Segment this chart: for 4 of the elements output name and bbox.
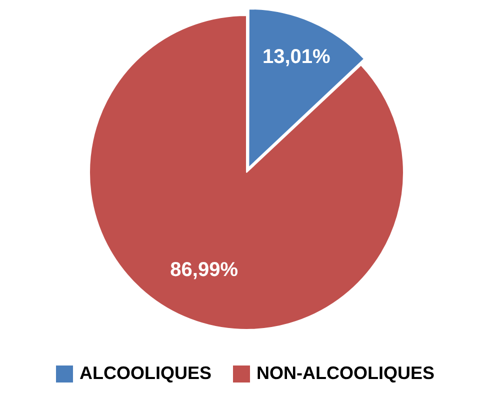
legend-label: NON-ALCOOLIQUES [256, 362, 435, 383]
data-label: 86,99% [170, 258, 238, 281]
legend-label: ALCOOLIQUES [80, 362, 212, 383]
data-label: 13,01% [262, 46, 331, 68]
